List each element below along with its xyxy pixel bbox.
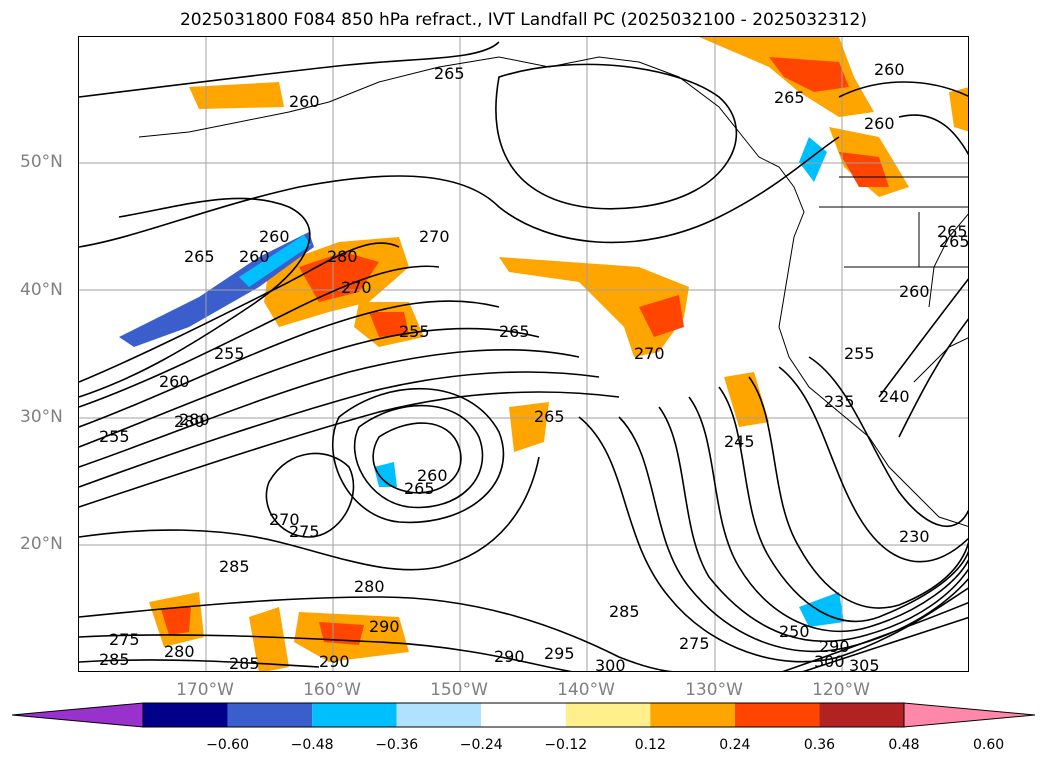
colorbar <box>11 702 1036 728</box>
contour-label: 265 <box>499 322 530 341</box>
contour-label: 275 <box>679 634 710 653</box>
contour-label: 265 <box>939 232 969 251</box>
contour-label: 285 <box>229 654 260 672</box>
colorbar-segment <box>481 703 566 727</box>
contour-label: 255 <box>399 322 430 341</box>
colorbar-segment <box>312 703 397 727</box>
contour-label: 295 <box>544 644 575 663</box>
colorbar-extend-low <box>11 702 144 728</box>
contour-label: 305 <box>849 656 880 672</box>
contour-label: 265 <box>534 407 565 426</box>
lon-label-160w: 160°W <box>303 680 361 700</box>
contour-label: 270 <box>269 510 300 529</box>
colorbar-tick-label: −0.36 <box>375 737 419 753</box>
contour-labels: 265 260 270 260 260 265 260 265 280 270 … <box>99 60 969 672</box>
contour-label: 285 <box>609 602 640 621</box>
contour-label: 250 <box>779 622 810 641</box>
colorbar-extend-high <box>903 702 1036 728</box>
colorbar-segment <box>143 703 228 727</box>
colorbar-segment <box>227 703 313 727</box>
lon-label-150w: 150°W <box>430 680 488 700</box>
contour-label: 260 <box>899 282 930 301</box>
colorbar-segment <box>819 703 904 727</box>
colorbar-tick-label: 0.60 <box>972 737 1005 753</box>
contour-label: 260 <box>259 227 290 246</box>
colorbar-tick-label: −0.24 <box>459 737 503 753</box>
graticule <box>79 37 968 671</box>
lon-label-120w: 120°W <box>812 680 870 700</box>
contour-label: 290 <box>369 617 400 636</box>
contour-label: 260 <box>289 92 320 111</box>
lon-label-170w: 170°W <box>176 680 234 700</box>
contour-label: 300 <box>814 652 845 671</box>
contour-label: 255 <box>214 344 245 363</box>
contour-label: 235 <box>824 392 855 411</box>
contour-label: 290 <box>819 637 850 656</box>
contour-label: 280 <box>174 412 205 431</box>
contour-label: 260 <box>874 60 905 79</box>
lat-label-50n: 50°N <box>20 152 63 172</box>
colorbar-tick-label: 0.36 <box>803 737 836 753</box>
contour-label: 280 <box>354 577 385 596</box>
colorbar-tick-label: −0.48 <box>290 737 334 753</box>
shaded-field <box>119 37 968 671</box>
contour-label: 275 <box>289 522 320 541</box>
contour-label: 280 <box>179 410 210 429</box>
contour-lines <box>79 41 968 671</box>
lat-label-40n: 40°N <box>20 280 63 300</box>
contour-label: 265 <box>404 479 435 498</box>
contour-label: 270 <box>419 227 450 246</box>
colorbar-segment <box>734 703 820 727</box>
map-title: 2025031800 F084 850 hPa refract., IVT La… <box>179 10 867 30</box>
contour-label: 265 <box>184 247 215 266</box>
contour-label: 265 <box>937 222 968 241</box>
colorbar-segment <box>565 703 651 727</box>
lat-label-20n: 20°N <box>20 534 63 554</box>
contour-label: 270 <box>634 344 665 363</box>
contour-label: 260 <box>239 247 270 266</box>
contour-label: 275 <box>109 630 140 649</box>
contour-label: 285 <box>219 557 250 576</box>
contour-label: 290 <box>319 652 350 671</box>
colorbar-tick-label: −0.60 <box>206 737 249 753</box>
lon-label-140w: 140°W <box>557 680 615 700</box>
contour-label: 255 <box>844 344 875 363</box>
contour-label: 255 <box>99 427 130 446</box>
map-canvas: 265 260 270 260 260 265 260 265 280 270 … <box>79 37 969 672</box>
contour-label: 245 <box>724 432 755 451</box>
contour-label: 230 <box>899 527 930 546</box>
contour-label: 290 <box>494 647 525 666</box>
colorbar-tick-label: 0.24 <box>719 737 751 753</box>
contour-label: 260 <box>417 466 448 485</box>
colorbar-tick-label: −0.12 <box>544 737 588 753</box>
coastline <box>138 56 968 527</box>
contour-label: 265 <box>434 64 465 83</box>
colorbar-segment <box>396 703 482 727</box>
colorbar-segment <box>650 703 735 727</box>
contour-label: 260 <box>864 114 895 133</box>
contour-label: 280 <box>164 642 195 661</box>
contour-label: 285 <box>99 650 130 669</box>
contour-label: 300 <box>595 656 626 672</box>
colorbar-tick-label: 0.48 <box>888 737 920 753</box>
contour-label: 260 <box>159 372 190 391</box>
map-panel: 265 260 270 260 260 265 260 265 280 270 … <box>78 36 969 672</box>
contour-label: 270 <box>341 278 372 297</box>
lat-label-30n: 30°N <box>20 407 63 427</box>
colorbar-tick-label: 0.12 <box>634 737 666 753</box>
contour-label: 240 <box>879 387 910 406</box>
contour-label: 265 <box>774 88 805 107</box>
contour-label: 280 <box>327 247 358 266</box>
lon-label-130w: 130°W <box>685 680 743 700</box>
